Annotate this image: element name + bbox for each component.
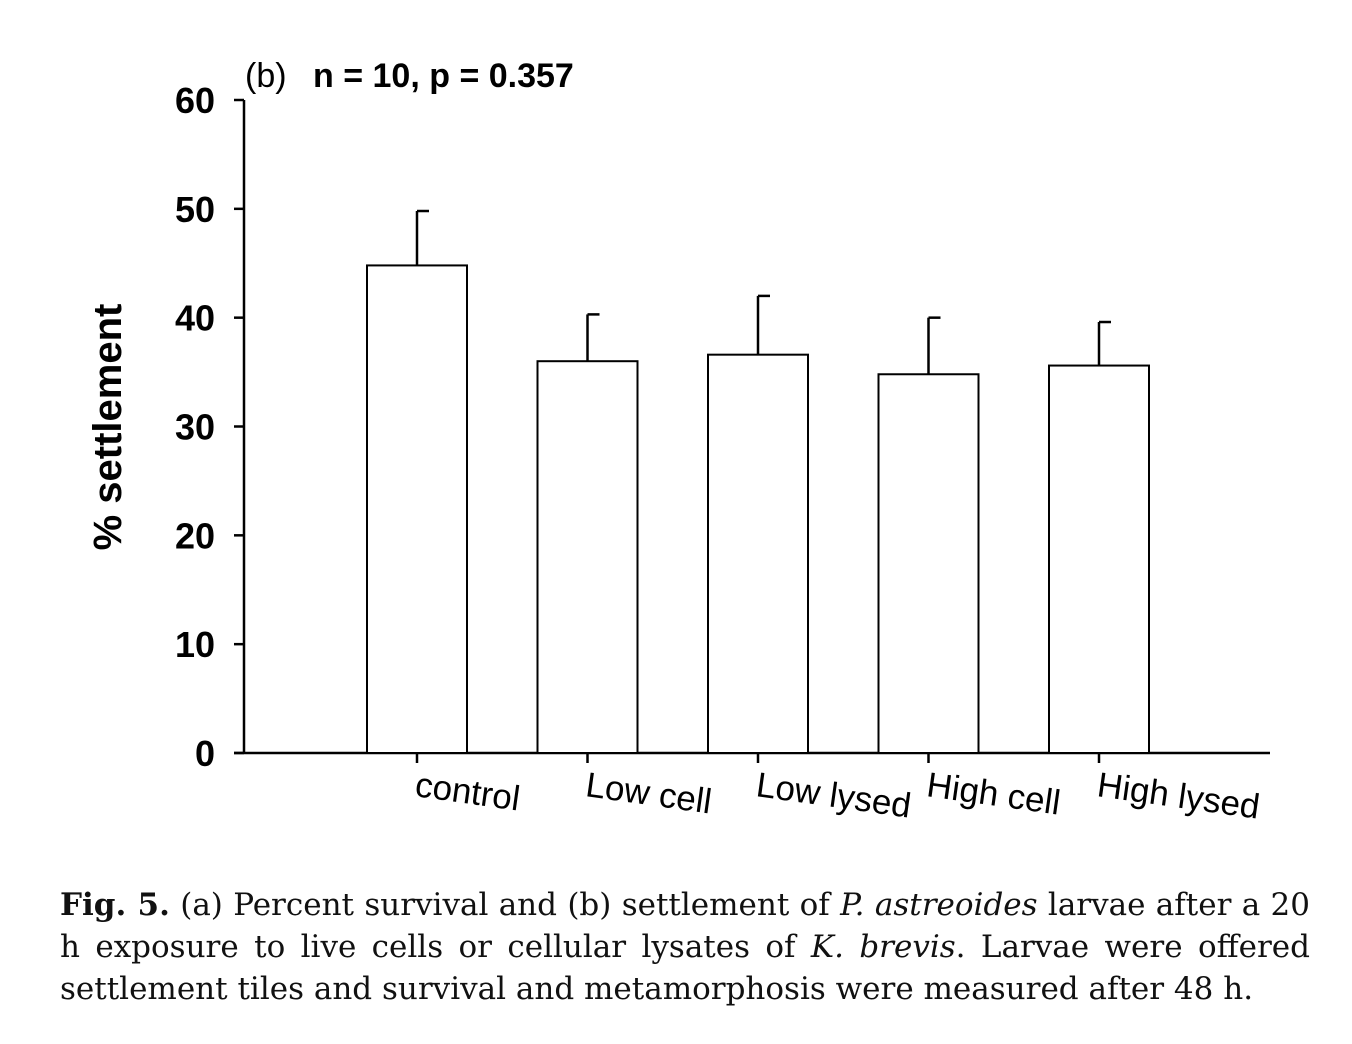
figure-caption: Fig. 5. (a) Percent survival and (b) set… — [60, 884, 1310, 1010]
y-tick-label-20: 20 — [175, 515, 215, 556]
bar-0 — [366, 264, 468, 754]
bar-3 — [877, 373, 980, 754]
x-tick-label-1: Low cell — [583, 765, 714, 821]
bar-4 — [1048, 364, 1150, 754]
x-tick-label-3: High cell — [924, 765, 1062, 822]
y-tick-label-10: 10 — [175, 624, 215, 665]
x-tick-label-0: control — [413, 765, 522, 818]
bar-1 — [536, 360, 639, 754]
y-tick-label-60: 60 — [175, 80, 215, 121]
y-tick-label-50: 50 — [175, 189, 215, 230]
panel-label: (b) — [245, 57, 287, 95]
y-tick-label-40: 40 — [175, 298, 215, 339]
caption-species-1: P. astreoides — [840, 887, 1038, 923]
caption-text-2: larvae after a 20 h exposure to live cel… — [60, 887, 1310, 965]
y-axis-label: % settlement — [86, 304, 130, 551]
chart-annotation: n = 10, p = 0.357 — [313, 57, 574, 95]
caption-figure-label: Fig. 5. — [60, 887, 170, 923]
x-tick-label-4: High lysed — [1095, 765, 1262, 826]
x-tick-label-2: Low lysed — [754, 765, 914, 825]
y-tick-label-0: 0 — [195, 733, 215, 774]
bar-2 — [707, 353, 809, 754]
caption-text-3: . Larvae were offered settlement tiles a… — [60, 929, 1310, 1007]
caption-species-2: K. brevis — [810, 929, 956, 965]
y-tick-label-30: 30 — [175, 407, 215, 448]
caption-text-1: (a) Percent survival and (b) settlement … — [169, 887, 841, 923]
